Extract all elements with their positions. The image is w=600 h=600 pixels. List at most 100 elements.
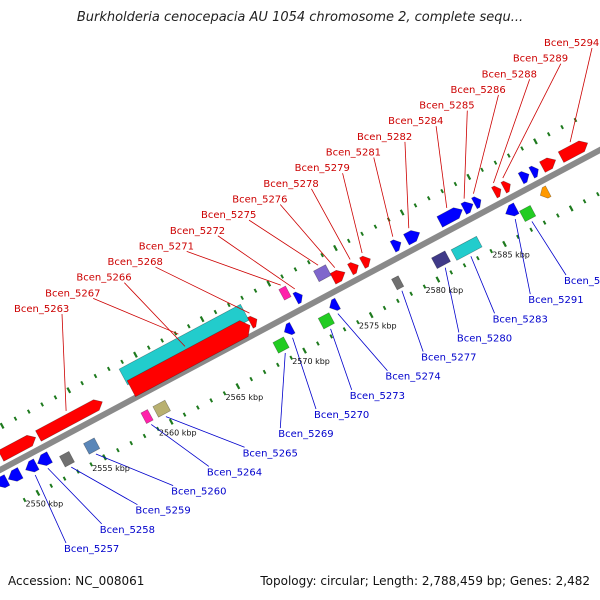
gene-arrow[interactable] <box>539 157 557 173</box>
gene-label[interactable]: Bcen_5273 <box>350 391 405 402</box>
gene-arrow[interactable] <box>517 171 530 185</box>
gene-bcen-5258[interactable] <box>37 451 53 466</box>
gene-label[interactable]: Bcen_5274 <box>385 372 440 383</box>
gene-label[interactable]: Bcen_5284 <box>388 116 443 127</box>
gene-bcen-5275[interactable] <box>313 264 332 283</box>
gene-bcen-5286[interactable] <box>471 196 482 210</box>
scale-tick <box>293 267 298 272</box>
gene-label[interactable]: Bcen_5268 <box>108 257 163 268</box>
scale-tick <box>0 422 5 429</box>
gene-label[interactable]: Bcen_5266 <box>76 273 131 284</box>
gene-leader-line <box>502 63 562 179</box>
gene-label[interactable]: Bcen_5278 <box>263 179 318 190</box>
gene-bcen-5288[interactable] <box>491 185 502 199</box>
gene-leader-line <box>373 157 394 237</box>
gene-label[interactable]: Bcen_5270 <box>314 410 369 421</box>
gene-leader-line <box>124 282 186 347</box>
gene-label[interactable]: Bcen_5289 <box>513 54 568 65</box>
scale-label: 2550 kbp <box>26 499 64 508</box>
gene-label[interactable]: Bcen_5281 <box>326 148 381 159</box>
gene-label[interactable]: Bcen_5260 <box>171 487 226 498</box>
gene-bcen-5280[interactable] <box>431 250 451 270</box>
gene-bcen-5294[interactable] <box>557 140 589 163</box>
scale-tick <box>489 248 494 254</box>
gene-bcen-5272[interactable] <box>292 291 303 305</box>
gene-label[interactable]: Bcen_5277 <box>421 353 476 364</box>
gene-label[interactable]: Bcen_5276 <box>232 194 287 205</box>
gene-bcen-5269[interactable] <box>272 336 290 354</box>
scale-tick <box>168 418 174 425</box>
gene-label[interactable]: Bcen_5263 <box>14 304 69 315</box>
gene-label[interactable]: Bcen_5294 <box>544 38 599 49</box>
gene-label[interactable]: Bcen_5272 <box>170 226 225 237</box>
gene-arrow[interactable] <box>7 467 24 482</box>
gene-bcen-5257[interactable] <box>25 458 40 473</box>
gene-leader-line <box>514 218 531 295</box>
scale-tick <box>289 355 294 360</box>
gene-bcen-5268[interactable] <box>247 315 258 329</box>
gene-label[interactable]: Bcen_5279 <box>295 163 350 174</box>
gene-leader-line <box>151 424 210 467</box>
gene-label[interactable]: Bcen_5288 <box>482 69 537 80</box>
gene-label[interactable]: Bcen_5271 <box>139 241 194 252</box>
gene-bcen-5266[interactable] <box>126 320 251 398</box>
gene-bcen-5281[interactable] <box>389 239 402 253</box>
gene-bcen-5279[interactable] <box>359 255 371 269</box>
scale-tick <box>382 305 387 311</box>
gene-label[interactable]: Bcen_5280 <box>457 333 512 344</box>
gene-bcen-5271[interactable] <box>278 285 292 301</box>
gene-label[interactable]: Bcen_5267 <box>45 288 100 299</box>
scale-tick <box>26 409 31 414</box>
gene-label[interactable]: Bcen_5265 <box>243 448 298 459</box>
scale-tick <box>106 366 111 372</box>
gene-bcen-5284[interactable] <box>436 207 463 228</box>
gene-label[interactable]: Bcen_5283 <box>493 314 548 325</box>
gene-bcen-5264[interactable] <box>140 409 154 425</box>
gene-leader-line <box>217 235 296 290</box>
gene-bcen-5292[interactable] <box>519 204 537 223</box>
gene-bcen-5289[interactable] <box>500 180 511 194</box>
gene-leader-line <box>186 251 281 286</box>
gene-arrow[interactable] <box>0 474 11 489</box>
gene-label[interactable]: Bcen_5291 <box>528 295 583 306</box>
gene-bcen-5265[interactable] <box>152 399 171 418</box>
gene-label[interactable]: Bcen_5264 <box>207 467 262 478</box>
gene-leader-line <box>404 141 410 229</box>
gene-bcen-5283[interactable] <box>450 235 483 261</box>
scale-tick <box>476 255 480 261</box>
scale-label: 2570 kbp <box>292 357 330 366</box>
scale-tick <box>40 402 44 407</box>
map-title: Burkholderia cenocepacia AU 1054 chromos… <box>76 10 524 25</box>
scale-tick <box>53 395 58 400</box>
gene-bcen-5277[interactable] <box>391 275 405 291</box>
chromosome-backbone <box>0 146 600 474</box>
gene-label[interactable]: Bcen_5285 <box>419 101 474 112</box>
gene-bcen-5270[interactable] <box>283 321 296 336</box>
gene-label[interactable]: Bcen_5282 <box>357 132 412 143</box>
gene-arrow[interactable] <box>528 165 539 179</box>
scale-tick <box>506 153 511 158</box>
gene-bcen-5278[interactable] <box>347 262 359 276</box>
gene-bcen-5260[interactable] <box>83 437 101 455</box>
gene-bcen-5285[interactable] <box>460 201 474 215</box>
gene-bcen-5263[interactable] <box>35 399 103 442</box>
gene-bcen-5276[interactable] <box>329 269 346 285</box>
gene-label[interactable]: Bcen_5269 <box>278 429 333 440</box>
scale-tick <box>342 327 347 332</box>
scale-tick <box>262 369 267 375</box>
gene-label[interactable]: Bcen_5259 <box>135 506 190 517</box>
gene-bcen-5282[interactable] <box>403 230 421 246</box>
gene-label[interactable]: Bcen_5257 <box>64 544 119 555</box>
scale-tick <box>120 359 124 365</box>
gene-bcen-5274[interactable] <box>329 297 341 311</box>
gene-label[interactable]: Bcen_5286 <box>450 85 505 96</box>
gene-label[interactable]: Bcen_5292 <box>564 276 600 287</box>
gene-bcen-5273[interactable] <box>317 312 335 330</box>
gene-leader-line <box>279 352 286 429</box>
gene-bcen-5291[interactable] <box>505 202 520 217</box>
gene-label[interactable]: Bcen_5275 <box>201 210 256 221</box>
gene-label[interactable]: Bcen_5258 <box>100 525 155 536</box>
gene-bcen-5259[interactable] <box>59 450 75 468</box>
gene-arrow[interactable] <box>539 185 552 199</box>
gene-arrow[interactable] <box>0 434 37 462</box>
